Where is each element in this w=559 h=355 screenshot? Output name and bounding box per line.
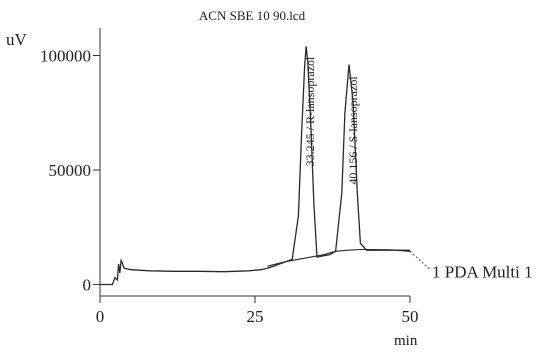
x-axis-label: min bbox=[394, 333, 418, 349]
x-tick-label: 0 bbox=[96, 307, 105, 326]
y-tick-label: 100000 bbox=[40, 46, 91, 65]
series-layer bbox=[100, 46, 411, 286]
baseline-line bbox=[267, 248, 411, 267]
x-tick-label: 50 bbox=[402, 307, 419, 326]
annotation-layer: 33.245 / R-lansoprazol 40.156 / S-lansopr… bbox=[303, 56, 532, 281]
chart-title: ACN SBE 10 90.lcd bbox=[199, 8, 306, 23]
x-tick-label: 25 bbox=[247, 307, 264, 326]
series-leader-line bbox=[409, 250, 431, 270]
x-axis-ticks: 0 25 50 bbox=[96, 296, 419, 326]
series-label: 1 PDA Multi 1 bbox=[432, 262, 533, 281]
series-line bbox=[100, 46, 411, 286]
peak-label: 33.245 / R-lansoprazol bbox=[303, 56, 317, 166]
y-axis-ticks: 0 50000 100000 bbox=[40, 46, 100, 295]
y-tick-label: 50000 bbox=[49, 161, 92, 180]
peak-label: 40.156 / S-lansoprazol bbox=[346, 76, 360, 185]
y-axis-label: uV bbox=[6, 30, 28, 49]
y-tick-label: 0 bbox=[83, 276, 92, 295]
